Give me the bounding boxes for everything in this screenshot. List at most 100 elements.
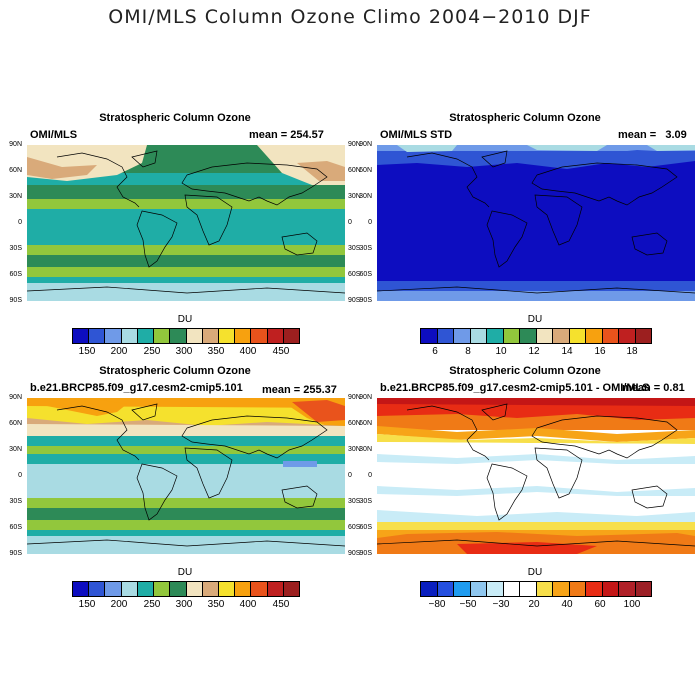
colorbar-tick-label: 20 bbox=[528, 599, 540, 610]
colorbar bbox=[420, 581, 652, 597]
panel-title: Stratospheric Column Ozone bbox=[449, 365, 601, 377]
ozone-std-map bbox=[377, 145, 695, 301]
colorbar-swatch bbox=[170, 582, 187, 596]
lat-label: 90N bbox=[348, 394, 361, 401]
colorbar-swatch bbox=[437, 582, 454, 596]
colorbar-swatch bbox=[154, 329, 171, 343]
colorbar-swatch bbox=[235, 582, 252, 596]
figure-title: OMI/MLS Column Ozone Climo 2004−2010 DJF bbox=[108, 6, 592, 28]
colorbar-swatch bbox=[437, 329, 454, 343]
colorbar-tick-label: 6 bbox=[432, 346, 438, 357]
colorbar-tick-label: 300 bbox=[175, 346, 193, 357]
lat-label: 30S bbox=[359, 245, 372, 252]
panel-mean-label: mean = 3.09 bbox=[618, 129, 687, 141]
lat-label: 90S bbox=[348, 550, 361, 557]
lat-label: 60N bbox=[359, 167, 372, 174]
colorbar-swatch bbox=[218, 582, 236, 596]
colorbar-swatch bbox=[487, 329, 504, 343]
lat-label: 60N bbox=[359, 420, 372, 427]
colorbar-swatch bbox=[536, 329, 553, 343]
panel-left-label: b.e21.BRCP85.f09_g17.cesm2-cmip5.101 - O… bbox=[380, 382, 650, 394]
colorbar-tick-label: 40 bbox=[561, 599, 573, 610]
colorbar-swatch bbox=[251, 582, 268, 596]
colorbar-swatch bbox=[421, 329, 438, 343]
colorbar-tick-label: −50 bbox=[459, 599, 477, 610]
colorbar-swatch bbox=[251, 329, 268, 343]
colorbar-swatch bbox=[569, 329, 586, 343]
colorbar-swatch bbox=[283, 582, 300, 596]
colorbar-tick-label: −80 bbox=[428, 599, 446, 610]
colorbar-tick-label: 450 bbox=[272, 346, 290, 357]
panel-omi-mls: Stratospheric Column Ozone OMI/MLS mean … bbox=[0, 108, 361, 368]
colorbar bbox=[72, 328, 300, 344]
colorbar-swatch bbox=[73, 582, 90, 596]
colorbar-swatch bbox=[520, 582, 537, 596]
colorbar-unit: DU bbox=[177, 314, 193, 325]
lat-label: 60S bbox=[9, 524, 22, 531]
colorbar-swatch bbox=[105, 329, 122, 343]
colorbar-swatch bbox=[202, 582, 219, 596]
colorbar-swatch bbox=[218, 329, 236, 343]
lat-label: 60S bbox=[348, 524, 361, 531]
colorbar-swatch bbox=[553, 582, 570, 596]
colorbar-swatch bbox=[470, 582, 487, 596]
lat-label: 60N bbox=[9, 167, 22, 174]
colorbar-swatch bbox=[202, 329, 219, 343]
colorbar-swatch bbox=[154, 582, 171, 596]
colorbar-swatch bbox=[454, 329, 471, 343]
lat-label: 0 bbox=[18, 219, 22, 226]
colorbar-swatch bbox=[503, 582, 520, 596]
colorbar-swatch bbox=[586, 329, 603, 343]
lat-label: 30N bbox=[348, 193, 361, 200]
colorbar-tick-label: 300 bbox=[175, 599, 193, 610]
colorbar-swatch bbox=[635, 329, 651, 343]
colorbar-swatch bbox=[454, 582, 471, 596]
panel-title: Stratospheric Column Ozone bbox=[99, 365, 251, 377]
colorbar-swatch bbox=[267, 582, 284, 596]
panel-mean-label: mean = 0.81 bbox=[622, 382, 685, 394]
panel-mean-label: mean = 255.37 bbox=[262, 384, 337, 396]
colorbar-tick-label: 450 bbox=[272, 599, 290, 610]
colorbar-tick-label: 350 bbox=[207, 599, 225, 610]
colorbar-swatch bbox=[186, 582, 203, 596]
colorbar-tick-label: 400 bbox=[239, 599, 257, 610]
colorbar-swatch bbox=[105, 582, 122, 596]
lat-label: 0 bbox=[368, 219, 372, 226]
colorbar-tick-label: −30 bbox=[492, 599, 510, 610]
colorbar-swatch bbox=[619, 329, 636, 343]
lat-label: 60N bbox=[348, 167, 361, 174]
colorbar-swatch bbox=[619, 582, 636, 596]
lat-label: 90S bbox=[359, 297, 372, 304]
colorbar-tick-label: 8 bbox=[465, 346, 471, 357]
colorbar-swatch bbox=[283, 329, 300, 343]
colorbar-swatch bbox=[235, 329, 252, 343]
colorbar-unit: DU bbox=[527, 314, 543, 325]
lat-label: 90N bbox=[9, 141, 22, 148]
lat-label: 90S bbox=[9, 550, 22, 557]
colorbar-tick-label: 16 bbox=[594, 346, 606, 357]
colorbar-swatch bbox=[137, 582, 155, 596]
lat-label: 30S bbox=[348, 498, 361, 505]
lat-label: 30N bbox=[9, 446, 22, 453]
panel-title: Stratospheric Column Ozone bbox=[449, 112, 601, 124]
ozone-map bbox=[27, 398, 345, 554]
colorbar-swatch bbox=[170, 329, 187, 343]
colorbar-swatch bbox=[121, 329, 138, 343]
lat-label: 30S bbox=[9, 245, 22, 252]
lat-label: 90N bbox=[9, 394, 22, 401]
panel-difference: Stratospheric Column Ozone b.e21.BRCP85.… bbox=[350, 361, 700, 621]
lat-label: 0 bbox=[348, 472, 352, 479]
colorbar-swatch bbox=[503, 329, 520, 343]
colorbar-tick-label: 12 bbox=[528, 346, 540, 357]
colorbar-unit: DU bbox=[527, 567, 543, 578]
panel-title: Stratospheric Column Ozone bbox=[99, 112, 251, 124]
colorbar-swatch bbox=[602, 329, 619, 343]
lat-label: 0 bbox=[368, 472, 372, 479]
lat-label: 0 bbox=[348, 219, 352, 226]
colorbar-tick-label: 250 bbox=[143, 346, 161, 357]
lat-label: 90N bbox=[359, 394, 372, 401]
lat-label: 30N bbox=[348, 446, 361, 453]
lat-label: 90S bbox=[348, 297, 361, 304]
colorbar-swatch bbox=[121, 582, 138, 596]
colorbar-swatch bbox=[487, 582, 504, 596]
